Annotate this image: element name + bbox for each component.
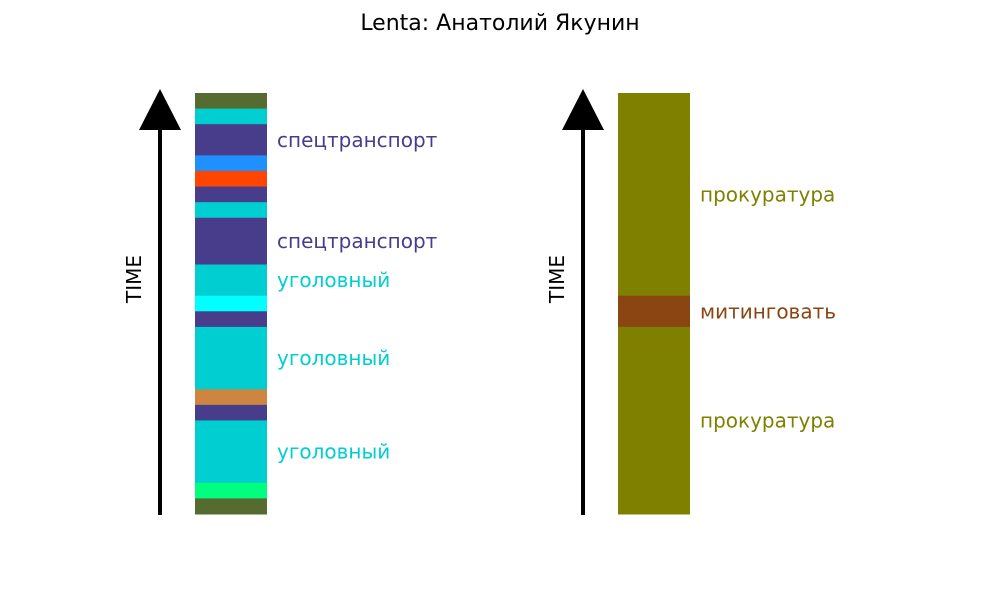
segment-label: прокуратура [700, 408, 835, 432]
timeline-segment [195, 217, 267, 266]
timeline-segment [195, 311, 267, 328]
segment-labels: прокуратура митинговать прокуратура [700, 182, 836, 432]
timeline-segment [195, 295, 267, 312]
time-axis-arrowhead [562, 89, 604, 130]
segment-label: спецтранспорт [277, 128, 438, 152]
timeline-segment [618, 326, 690, 515]
timeline-segment [618, 295, 690, 328]
timeline-segment [195, 155, 267, 172]
timeline-segment [618, 93, 690, 297]
timeline-segment [195, 170, 267, 188]
timeline-segment [195, 108, 267, 125]
segment-labels: спецтранспорт спецтранспорт уголовный уголо… [277, 128, 438, 464]
segment-label: уголовный [277, 346, 390, 370]
timeline-panel-right: TIME прокуратура митинговать прокуратура [545, 89, 836, 515]
timeline-segment [195, 404, 267, 421]
timeline-segment [195, 202, 267, 219]
timeline-segment [195, 482, 267, 499]
timeline-segment [195, 264, 267, 297]
time-axis-label: TIME [122, 255, 146, 304]
timeline-segment [195, 186, 267, 203]
timeline-panel-left: TIME спецтранспорт спецтранспорт уголовный… [122, 89, 438, 515]
timeline-segment [195, 93, 267, 110]
segment-label: уголовный [277, 268, 390, 292]
timeline-segment [195, 124, 267, 156]
timeline-segment [195, 389, 267, 406]
segment-label: митинговать [700, 299, 836, 323]
segment-label: прокуратура [700, 182, 835, 206]
timeline-segment [195, 498, 267, 515]
time-axis-label: TIME [545, 255, 569, 304]
timeline-segment [195, 420, 267, 484]
chart-title: Lenta: Анатолий Якунин [360, 11, 639, 36]
segment-stack [618, 93, 690, 515]
segment-stack [195, 93, 267, 515]
segment-label: уголовный [277, 440, 390, 464]
time-axis-arrowhead [139, 89, 181, 130]
segment-label: спецтранспорт [277, 229, 438, 253]
timeline-segment [195, 326, 267, 390]
